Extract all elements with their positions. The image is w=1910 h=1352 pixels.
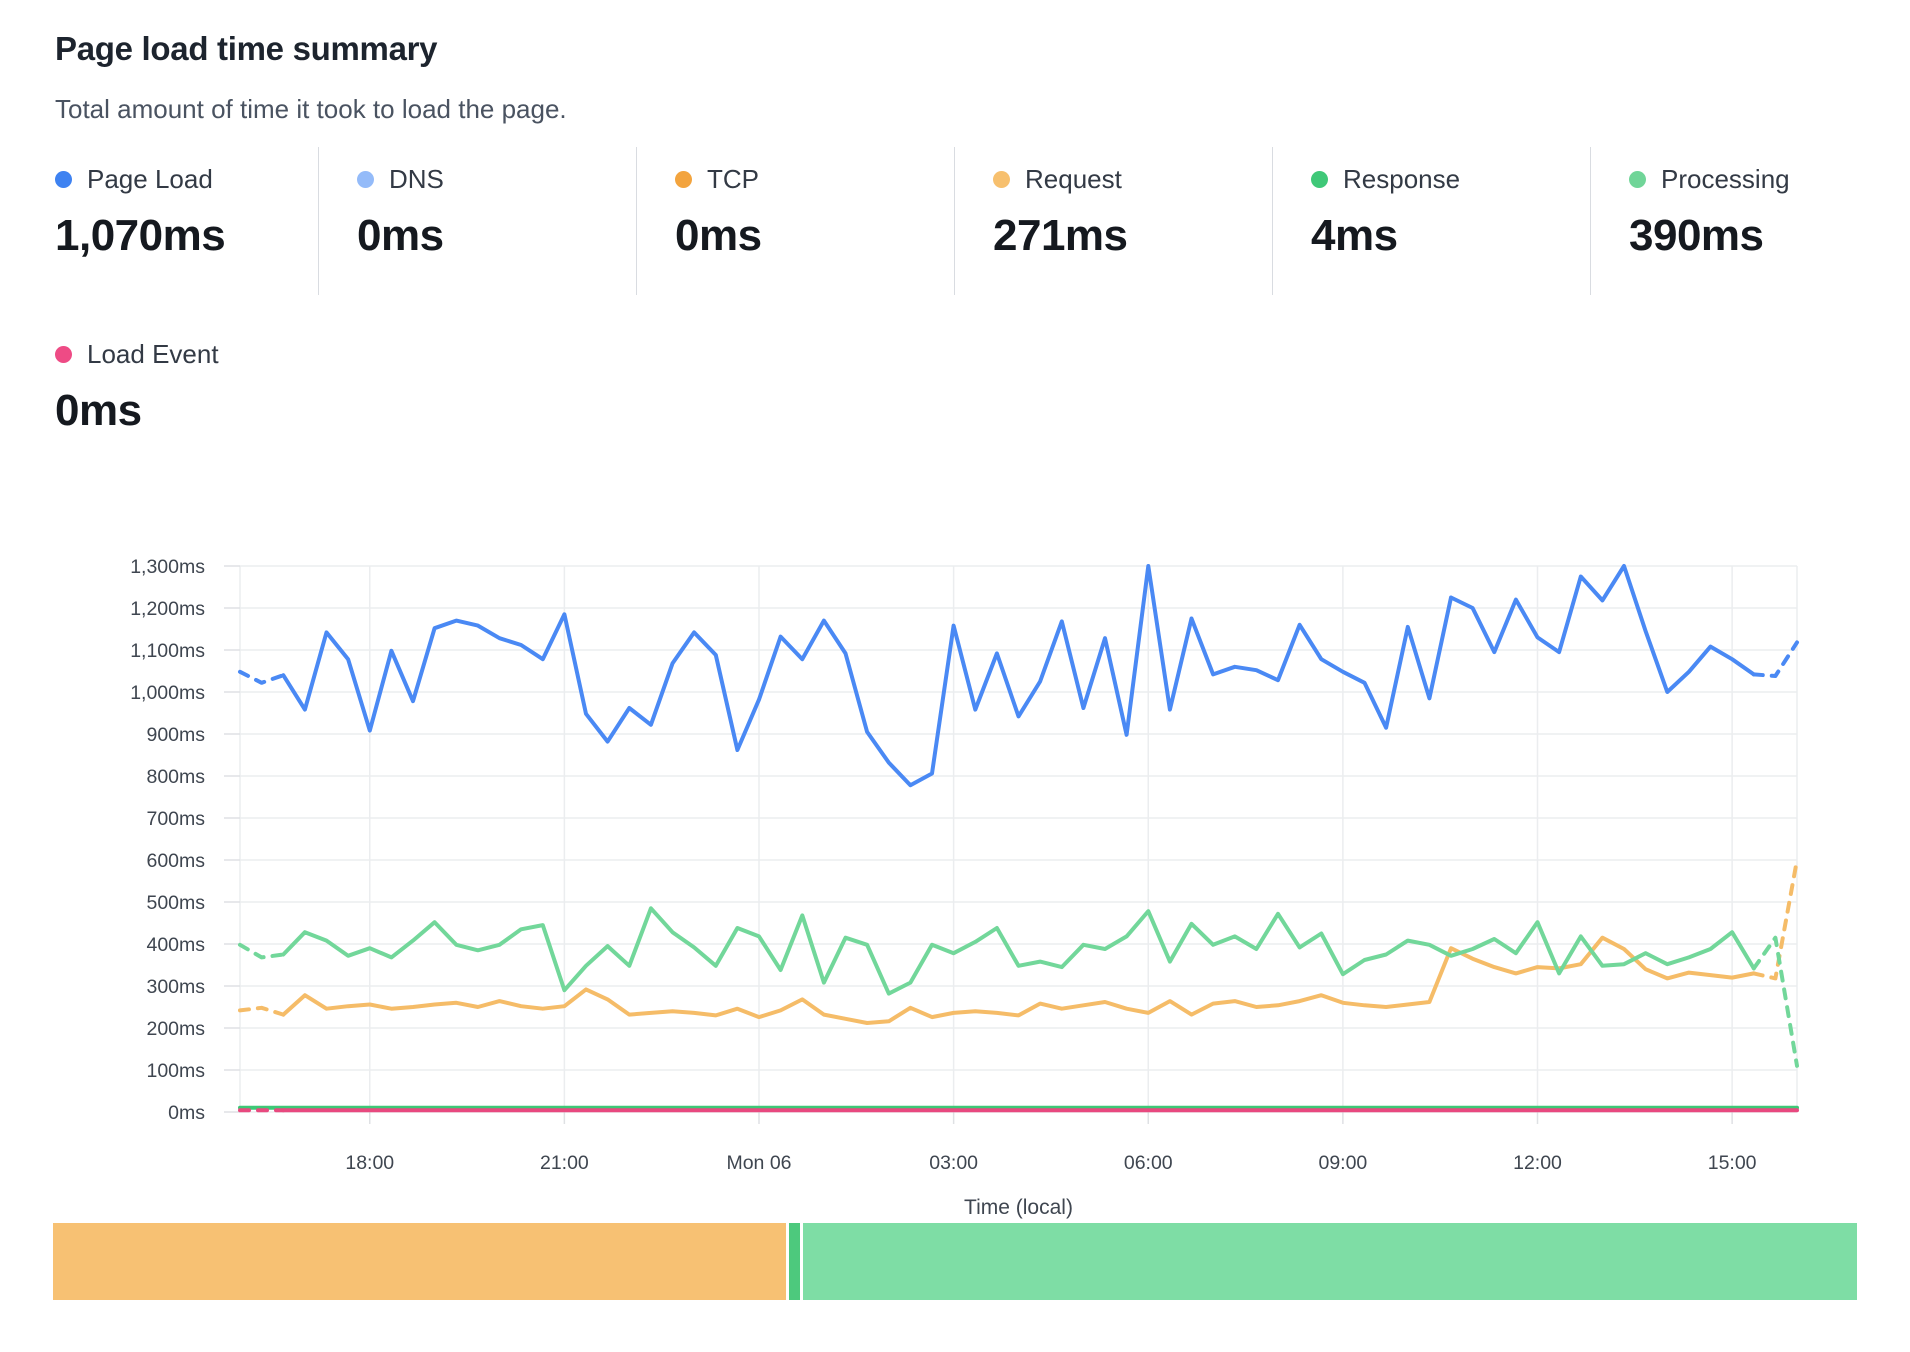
x-axis-tick-label: 06:00 — [1124, 1152, 1173, 1174]
metric-value: 271ms — [993, 211, 1128, 260]
x-axis-tick-label: 18:00 — [345, 1152, 394, 1174]
metric-value: 0ms — [357, 211, 444, 260]
metric-label: Request — [1025, 163, 1122, 194]
metric-label: Load Event — [87, 338, 219, 369]
bar-segment-request[interactable] — [53, 1223, 786, 1300]
metrics-summary-row: Page Load 1,070ms DNS 0ms TCP 0ms Reques… — [0, 147, 1910, 295]
series-processing — [238, 906, 1799, 1068]
y-axis-tick-label: 0ms — [168, 1102, 205, 1124]
y-axis-tick-label: 300ms — [146, 976, 205, 998]
chart-plot-area[interactable] — [240, 566, 1797, 1112]
chart-series — [238, 564, 1799, 1113]
metric-tcp: TCP 0ms — [636, 147, 954, 295]
x-axis-tick-label: 03:00 — [929, 1152, 978, 1174]
y-axis-tick-label: 600ms — [146, 850, 205, 872]
metric-processing: Processing 390ms — [1590, 147, 1908, 295]
metric-value: 0ms — [55, 386, 142, 435]
request-legend-dot — [993, 170, 1010, 188]
bar-segment-processing[interactable] — [802, 1223, 1857, 1300]
x-axis-tick-label: 12:00 — [1513, 1152, 1562, 1174]
x-axis-title: Time (local) — [964, 1196, 1073, 1219]
page-title: Page load time summary — [55, 30, 438, 67]
processing-legend-dot — [1629, 170, 1646, 188]
y-axis-tick-label: 900ms — [146, 724, 205, 746]
metric-value: 390ms — [1629, 211, 1764, 260]
bar-segment-response[interactable] — [788, 1223, 800, 1300]
load-time-chart[interactable]: 0ms 100ms 200ms 300ms 400ms 500ms 600ms 700ms 80… — [0, 440, 1910, 1230]
y-axis-tick-label: 100ms — [146, 1060, 205, 1082]
y-axis-tick-label: 700ms — [146, 808, 205, 830]
series-page-load — [238, 564, 1799, 788]
y-axis-tick-label: 1,000ms — [130, 682, 205, 704]
series-request — [238, 858, 1799, 1025]
y-axis-tick-label: 800ms — [146, 766, 205, 788]
response-legend-dot — [1311, 170, 1328, 188]
x-axis-tick-label: 09:00 — [1318, 1152, 1367, 1174]
chart-grid — [239, 565, 1798, 1113]
metric-value: 4ms — [1311, 211, 1398, 260]
x-axis-tick-label: 15:00 — [1708, 1152, 1757, 1174]
metric-label: Response — [1343, 163, 1461, 194]
y-axis-tick-label: 200ms — [146, 1018, 205, 1040]
x-axis-tick-label: Mon 06 — [726, 1152, 791, 1174]
chart-axes: 0ms 100ms 200ms 300ms 400ms 500ms 600ms 700ms 80… — [130, 556, 1756, 1219]
dns-legend-dot — [357, 170, 374, 188]
timing-breakdown-bar[interactable] — [53, 1223, 1857, 1300]
metric-label: TCP — [707, 163, 759, 194]
y-axis-tick-label: 1,300ms — [130, 556, 205, 578]
page-subtitle: Total amount of time it took to load the… — [55, 94, 567, 124]
load-event-legend-dot — [55, 345, 72, 363]
load-time-chart-svg[interactable]: 0ms 100ms 200ms 300ms 400ms 500ms 600ms 700ms 80… — [0, 440, 1910, 1230]
metric-label: DNS — [389, 163, 444, 194]
metric-load-event: Load Event 0ms — [0, 322, 318, 470]
metric-label: Page Load — [87, 163, 213, 194]
y-axis-tick-label: 1,100ms — [130, 640, 205, 662]
metric-response: Response 4ms — [1272, 147, 1590, 295]
metrics-summary-row-2: Load Event 0ms — [0, 322, 640, 470]
page-load-legend-dot — [55, 170, 72, 188]
y-axis-tick-label: 400ms — [146, 934, 205, 956]
tcp-legend-dot — [675, 170, 692, 188]
metric-value: 0ms — [675, 211, 762, 260]
metric-request: Request 271ms — [954, 147, 1272, 295]
metric-page-load: Page Load 1,070ms — [0, 147, 318, 295]
x-axis-tick-label: 21:00 — [540, 1152, 589, 1174]
y-axis-tick-label: 500ms — [146, 892, 205, 914]
metric-label: Processing — [1661, 163, 1790, 194]
y-axis-tick-label: 1,200ms — [130, 598, 205, 620]
metric-dns: DNS 0ms — [318, 147, 636, 295]
metric-value: 1,070ms — [55, 211, 226, 260]
